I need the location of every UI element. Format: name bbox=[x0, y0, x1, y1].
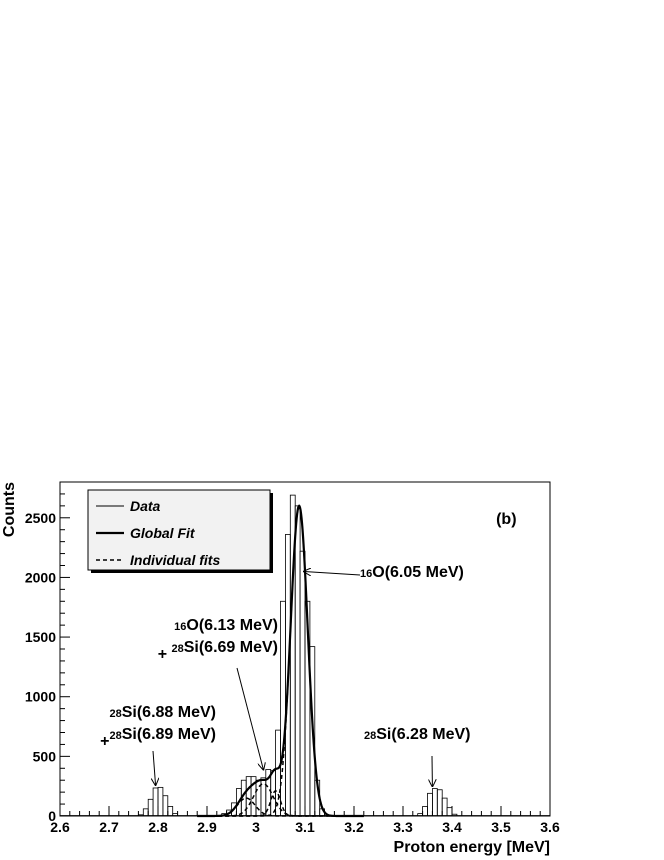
annotation-text: 16O(6.05 MeV) bbox=[360, 564, 464, 581]
annotation-text: + 28Si(6.69 MeV) bbox=[158, 639, 278, 663]
annotation-si28-688: 28Si(6.88 MeV) +28Si(6.89 MeV) bbox=[100, 704, 216, 785]
annotation-text: 28Si(6.88 MeV) bbox=[109, 704, 216, 721]
annotation-text: 28Si(6.28 MeV) bbox=[364, 726, 471, 743]
x-tick-label: 2.9 bbox=[197, 819, 217, 835]
x-tick-label: 3.1 bbox=[295, 819, 315, 835]
y-tick-label: 0 bbox=[48, 808, 56, 824]
annotation-o16-613: 16O(6.13 MeV) + 28Si(6.69 MeV) bbox=[158, 617, 278, 769]
annotation-arrow bbox=[153, 750, 156, 785]
annotation-text: +28Si(6.89 MeV) bbox=[100, 726, 216, 750]
x-tick-label: 2.6 bbox=[50, 819, 70, 835]
y-tick-label: 2500 bbox=[25, 510, 56, 526]
y-tick-label: 2000 bbox=[25, 569, 56, 585]
legend-entry-global-fit: Global Fit bbox=[130, 525, 196, 541]
histogram-bin bbox=[441, 797, 448, 817]
annotation-o16-605: 16O(6.05 MeV) bbox=[304, 564, 464, 581]
legend: Data Global Fit Individual fits bbox=[87, 489, 273, 573]
y-tick-label: 1500 bbox=[25, 629, 56, 645]
annotation-arrow bbox=[236, 667, 263, 769]
x-tick-label: 3.6 bbox=[540, 819, 560, 835]
global-fit-curve bbox=[197, 504, 364, 818]
x-tick-label: 3 bbox=[252, 819, 260, 835]
x-axis: 2.6 2.7 2.8 2.9 3 3.1 3.2 3.3 3.4 3.5 3.6 bbox=[50, 806, 560, 835]
y-tick-label: 500 bbox=[33, 748, 57, 764]
legend-entry-data: Data bbox=[130, 498, 161, 514]
fit-layer bbox=[197, 504, 364, 818]
annotation-text: 16O(6.13 MeV) bbox=[174, 617, 278, 634]
histogram-bin bbox=[162, 795, 169, 817]
x-tick-label: 2.7 bbox=[99, 819, 119, 835]
legend-entry-individual-fits: Individual fits bbox=[130, 552, 220, 568]
y-tick-label: 1000 bbox=[25, 689, 56, 705]
annotation-layer: 16O(6.05 MeV) 16O(6.13 MeV) + 28Si(6.69 Me… bbox=[100, 564, 471, 786]
x-tick-label: 3.3 bbox=[393, 819, 413, 835]
y-axis-title: Counts bbox=[1, 482, 18, 537]
annotation-si28-628: 28Si(6.28 MeV) bbox=[364, 726, 471, 786]
x-axis-title: Proton energy [MeV] bbox=[394, 839, 550, 856]
annotation-arrow bbox=[304, 571, 361, 575]
y-axis: 0 500 1000 1500 2000 2500 bbox=[25, 493, 70, 824]
x-tick-label: 3.4 bbox=[442, 819, 462, 835]
legend-box bbox=[87, 489, 271, 571]
x-tick-label: 3.2 bbox=[344, 819, 364, 835]
panel-label: (b) bbox=[496, 511, 516, 528]
x-tick-label: 2.8 bbox=[148, 819, 168, 835]
x-tick-label: 3.5 bbox=[491, 819, 511, 835]
